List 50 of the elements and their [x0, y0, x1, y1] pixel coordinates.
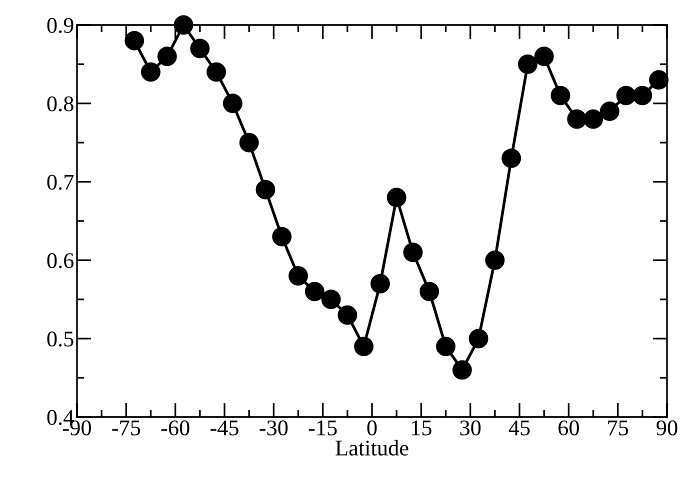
point [157, 46, 177, 66]
y-tick-label: 0.9 [47, 18, 74, 34]
point [288, 266, 308, 286]
x-tick-label: 45 [508, 420, 530, 436]
point [436, 336, 456, 356]
x-tick-label: -45 [210, 420, 238, 436]
point [567, 109, 587, 129]
point [256, 180, 276, 200]
x-tick-label: -60 [161, 420, 190, 436]
x-tick-label: 0 [367, 420, 377, 436]
point [452, 360, 472, 380]
x-tick-label: 30 [460, 420, 481, 436]
point [124, 30, 144, 50]
x-tick-label: -75 [112, 420, 140, 436]
point [649, 70, 669, 90]
point [403, 242, 423, 262]
point [321, 290, 341, 310]
y-tick-label: 0.7 [47, 174, 74, 190]
point [616, 86, 636, 106]
y-tick-label: 0.6 [47, 253, 74, 268]
y-tick-label: 0.5 [47, 332, 74, 347]
point [468, 328, 488, 348]
point [338, 305, 358, 325]
point [485, 250, 505, 270]
point [518, 54, 538, 74]
point [239, 132, 259, 152]
y-tick-label: 0.8 [47, 96, 74, 112]
x-tick-label: 75 [608, 420, 628, 436]
point [534, 46, 554, 66]
point [420, 282, 440, 302]
point [206, 62, 226, 82]
x-tick-label: 60 [558, 420, 579, 436]
point [190, 38, 210, 58]
point [370, 274, 390, 294]
point [304, 282, 324, 302]
point [632, 86, 652, 106]
x-tick-label: -15 [308, 420, 337, 436]
point [386, 188, 406, 208]
point [141, 62, 160, 82]
point [550, 86, 570, 106]
point [584, 109, 603, 129]
x-axis-title: Latitude [336, 440, 408, 456]
x-tick-label: -30 [260, 420, 288, 436]
point [354, 336, 374, 356]
point [272, 226, 292, 246]
x-tick-label: 90 [656, 420, 678, 436]
point [600, 102, 620, 121]
x-tick-label: 15 [412, 420, 432, 436]
point [222, 94, 242, 114]
point [502, 148, 522, 168]
